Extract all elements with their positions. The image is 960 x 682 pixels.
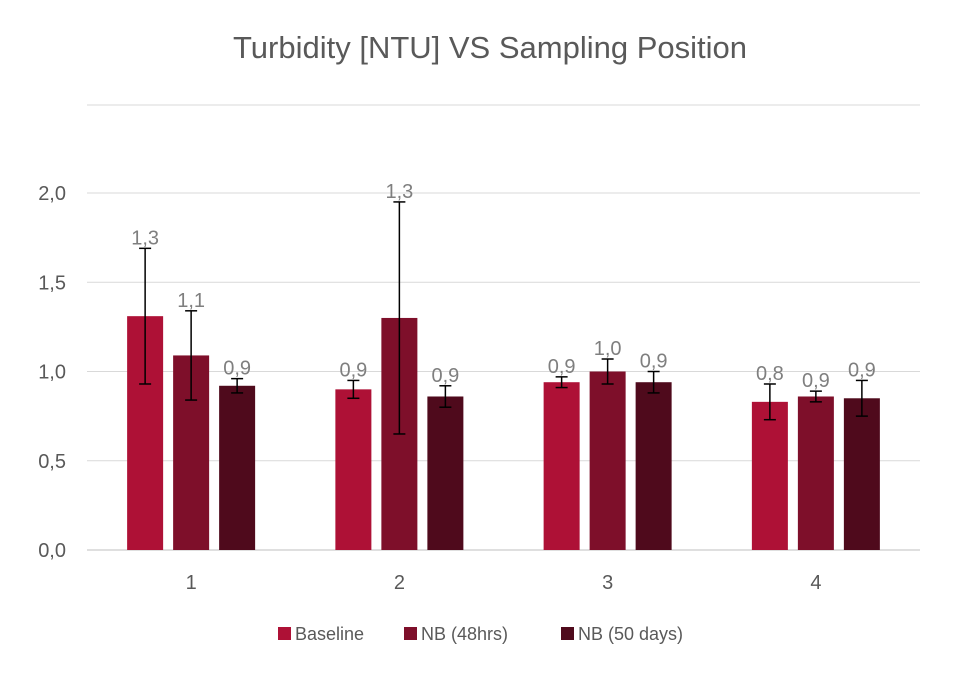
legend-swatch [278, 627, 291, 640]
bar [635, 382, 672, 550]
bar [335, 389, 372, 550]
legend-label: Baseline [295, 624, 364, 644]
legend-label: NB (48hrs) [421, 624, 508, 644]
bar [589, 371, 626, 550]
x-tick-label: 4 [810, 572, 821, 594]
data-label: 1,3 [385, 181, 413, 203]
bar [751, 401, 788, 550]
bar [427, 396, 464, 550]
data-label: 0,9 [640, 351, 668, 373]
data-label: 0,9 [848, 359, 876, 381]
data-label: 0,9 [548, 356, 576, 378]
y-tick-label: 0,5 [38, 451, 66, 473]
legend-swatch [404, 627, 417, 640]
x-tick-label: 2 [394, 572, 405, 594]
data-label: 1,0 [594, 338, 622, 360]
legend-label: NB (50 days) [578, 624, 683, 644]
y-tick-label: 0,0 [38, 540, 66, 562]
x-tick-label: 1 [186, 572, 197, 594]
data-label: 0,9 [339, 359, 367, 381]
chart-title: Turbidity [NTU] VS Sampling Position [233, 30, 747, 65]
data-label: 0,8 [756, 363, 784, 385]
x-tick-label: 3 [602, 572, 613, 594]
y-tick-label: 1,5 [38, 272, 66, 294]
data-label: 0,9 [223, 358, 251, 380]
bar [543, 382, 580, 550]
y-tick-label: 1,0 [38, 362, 66, 384]
data-label: 0,9 [431, 365, 459, 387]
data-label: 1,1 [177, 290, 205, 312]
bar [219, 385, 256, 550]
y-tick-label: 2,0 [38, 183, 66, 205]
bar [797, 396, 834, 550]
bar [843, 398, 880, 550]
data-label: 1,3 [131, 227, 159, 249]
legend-swatch [561, 627, 574, 640]
data-label: 0,9 [802, 370, 830, 392]
